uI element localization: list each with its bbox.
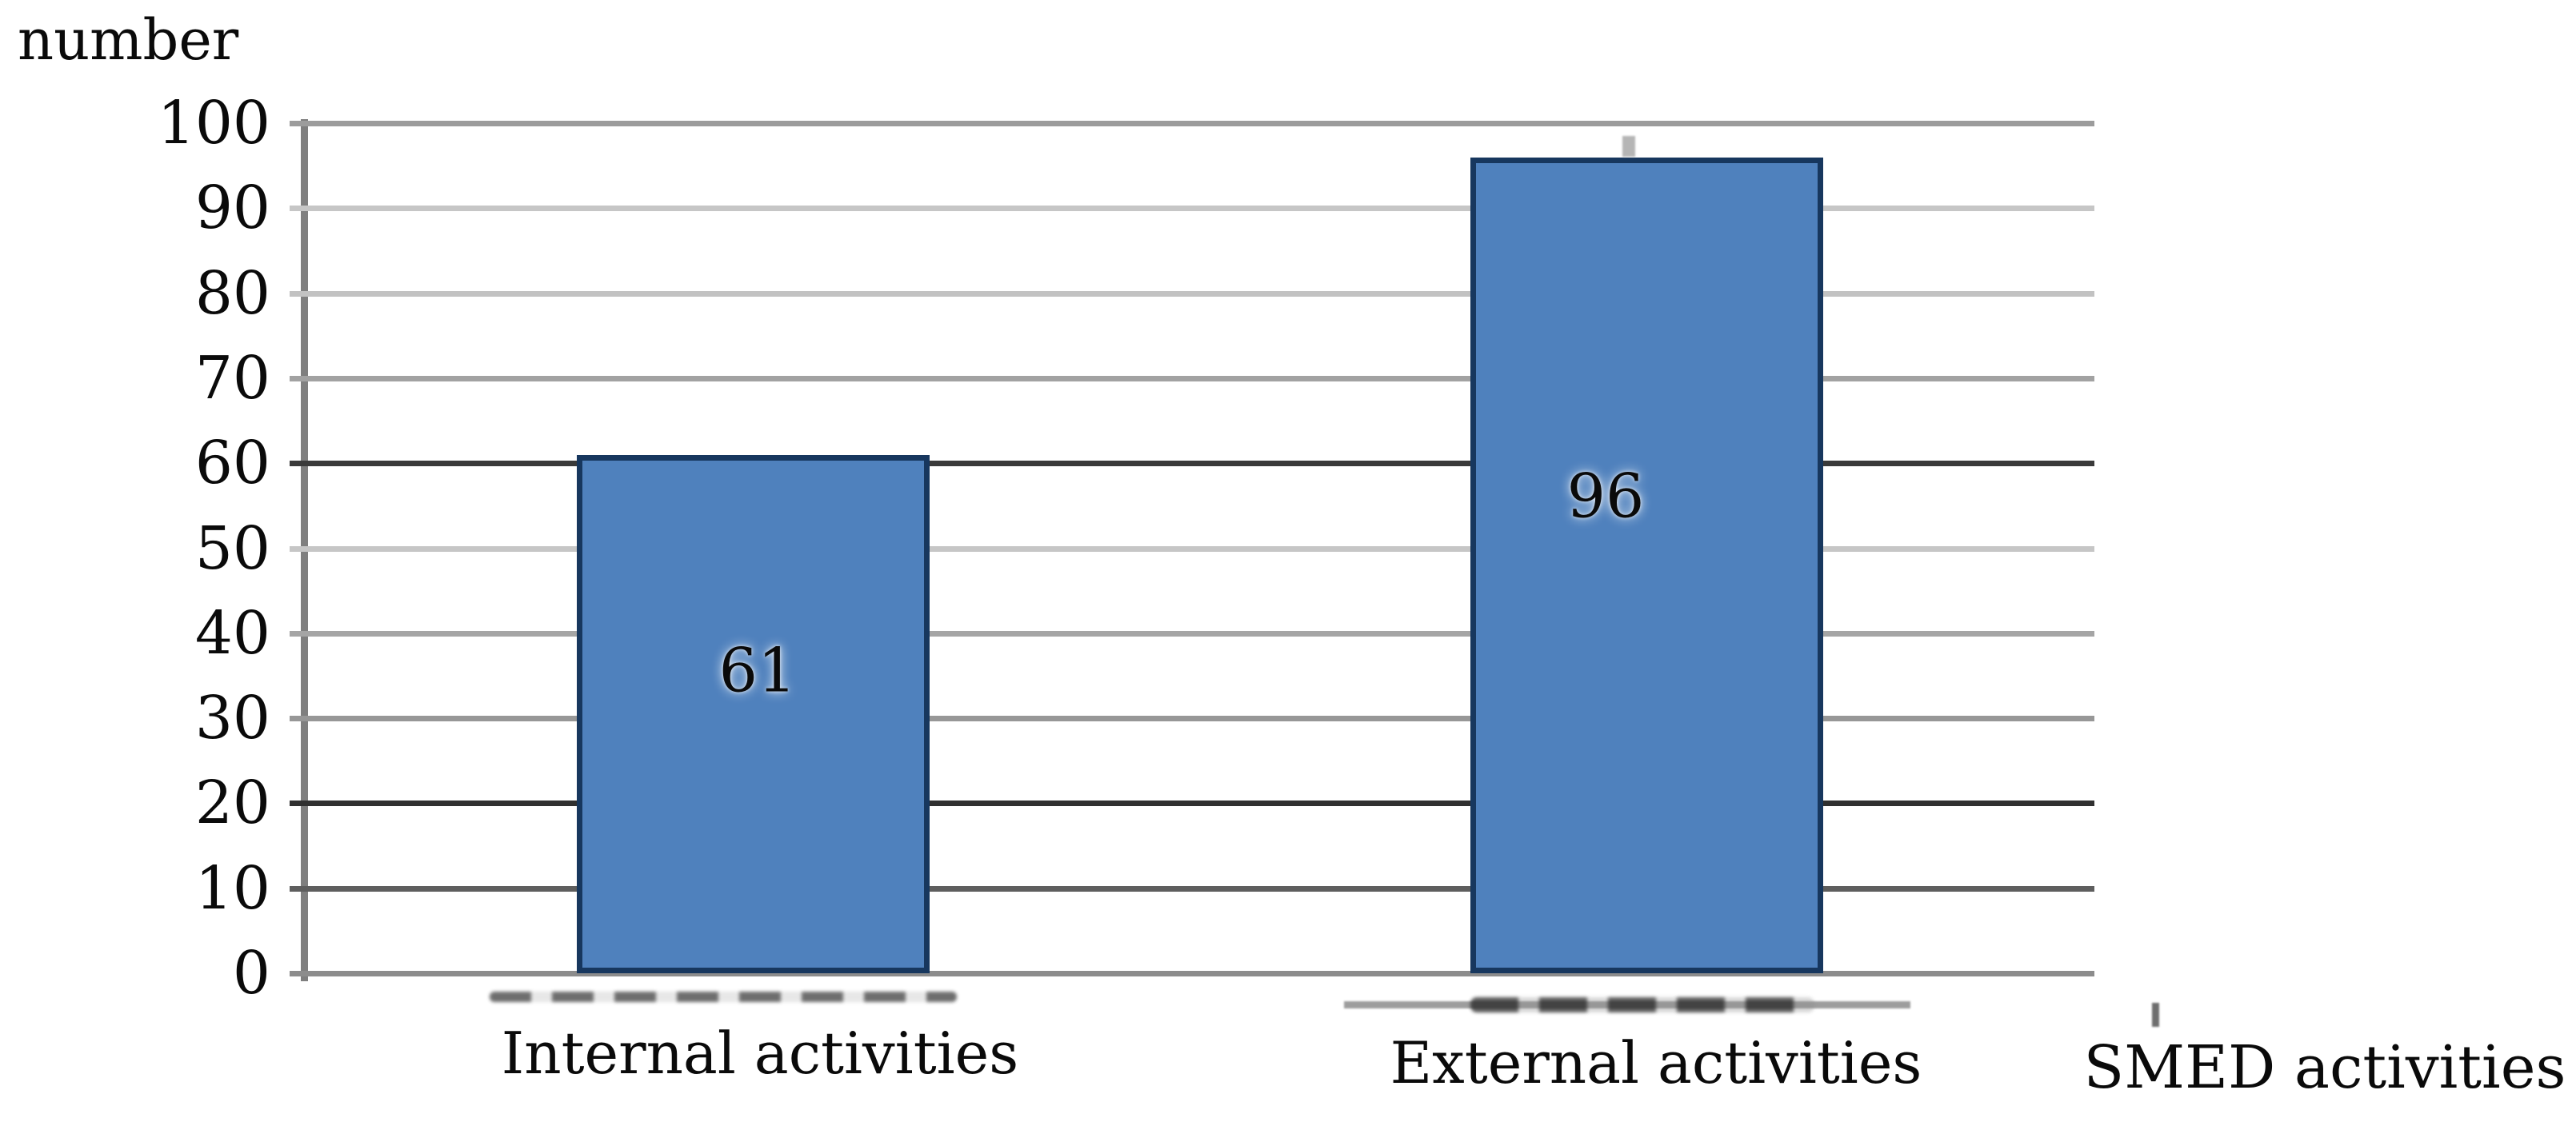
y-tick-label-30: 30 bbox=[194, 684, 270, 753]
y-tick-label-70: 70 bbox=[194, 343, 270, 413]
y-tick-label-100: 100 bbox=[157, 89, 270, 158]
y-tick-label-10: 10 bbox=[194, 853, 270, 923]
gridline-y-30 bbox=[290, 716, 2094, 722]
bar-Internal activities bbox=[576, 454, 930, 973]
compression-artifact-streak bbox=[1344, 1001, 1910, 1008]
gridline-y-10 bbox=[290, 885, 2094, 892]
gridline-y-70 bbox=[290, 375, 2094, 381]
bar-value-label: 96 bbox=[1566, 460, 1645, 532]
gridline-y-20 bbox=[290, 801, 2094, 807]
y-axis-title: number bbox=[18, 7, 239, 73]
y-tick-label-60: 60 bbox=[194, 429, 270, 498]
y-tick-label-40: 40 bbox=[194, 598, 270, 668]
category-label-1: Internal activities bbox=[501, 1020, 1019, 1087]
y-tick-label-0: 0 bbox=[232, 939, 270, 1008]
gridline-y-40 bbox=[290, 630, 2094, 637]
compression-artifact-streak bbox=[490, 992, 957, 1002]
compression-artifact-streak bbox=[1470, 997, 1814, 1012]
y-tick-label-90: 90 bbox=[194, 174, 270, 243]
y-tick-label-20: 20 bbox=[194, 769, 270, 838]
y-tick-label-50: 50 bbox=[194, 513, 270, 583]
compression-artifact-mark bbox=[2152, 1003, 2159, 1027]
bar-value-label: 61 bbox=[718, 634, 797, 706]
y-tick-label-80: 80 bbox=[194, 258, 270, 328]
plot-area: 61 96 bbox=[290, 121, 2094, 976]
gridline-y-50 bbox=[290, 545, 2094, 552]
x-axis-title: SMED activities bbox=[2083, 1033, 2566, 1102]
gridline-y-80 bbox=[290, 290, 2094, 297]
gridline-y-60 bbox=[290, 461, 2094, 467]
gridline-y-90 bbox=[290, 206, 2094, 212]
gridline-y-100 bbox=[290, 121, 2094, 126]
bar-External activities bbox=[1470, 157, 1823, 973]
gridline-y-0 bbox=[290, 971, 2094, 976]
category-label-2: External activities bbox=[1390, 1029, 1922, 1096]
